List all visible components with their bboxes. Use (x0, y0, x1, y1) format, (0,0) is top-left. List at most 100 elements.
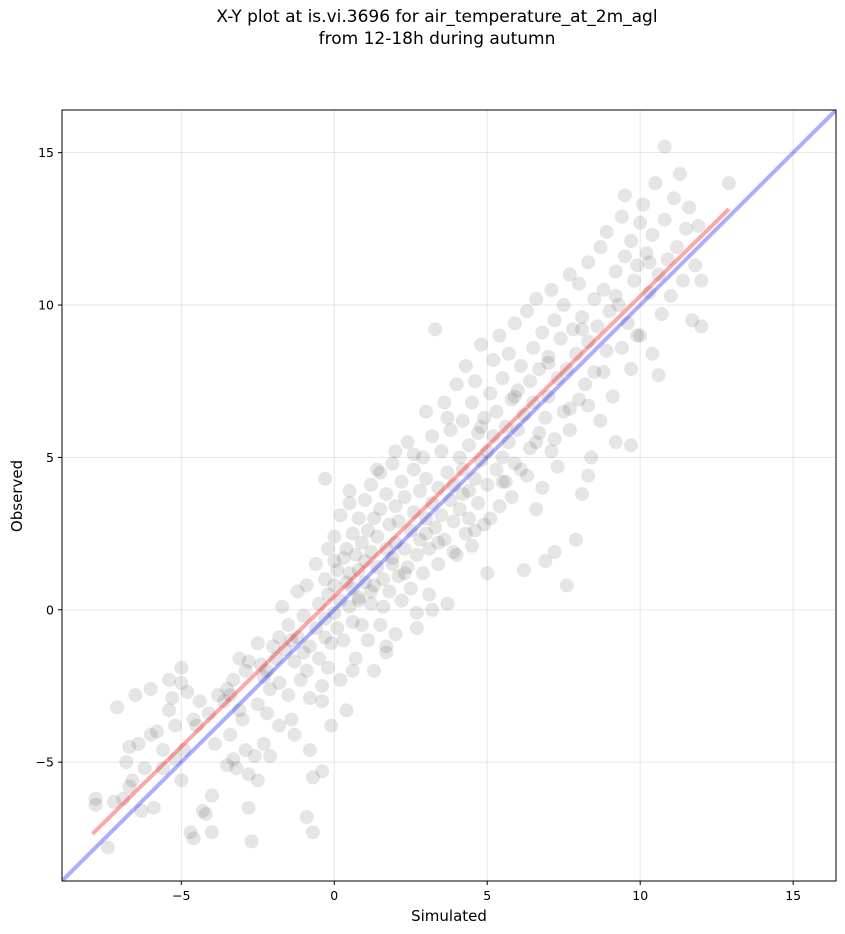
data-point (275, 599, 290, 614)
data-point (538, 410, 553, 425)
data-point (422, 587, 437, 602)
data-point (556, 404, 571, 419)
data-point (406, 462, 421, 477)
data-point (498, 419, 513, 434)
data-point (464, 395, 479, 410)
data-point (204, 788, 219, 803)
data-point (339, 575, 354, 590)
data-point (360, 633, 375, 648)
data-point (284, 712, 299, 727)
data-point (608, 264, 623, 279)
data-point (657, 212, 672, 227)
data-point (397, 541, 412, 556)
data-point (495, 371, 510, 386)
data-point (520, 468, 535, 483)
data-point (489, 404, 504, 419)
data-point (575, 486, 590, 501)
data-point (452, 450, 467, 465)
data-point (461, 511, 476, 526)
data-point (587, 365, 602, 380)
data-point (437, 532, 452, 547)
data-point (247, 749, 262, 764)
data-point (382, 584, 397, 599)
data-point (339, 541, 354, 556)
data-point (125, 773, 140, 788)
data-point (483, 386, 498, 401)
data-point (440, 465, 455, 480)
data-point (155, 761, 170, 776)
data-point (425, 496, 440, 511)
data-point (694, 319, 709, 334)
data-point (568, 532, 583, 547)
data-point (492, 328, 507, 343)
data-point (679, 221, 694, 236)
x-tick-label: 15 (785, 888, 801, 903)
data-point (654, 307, 669, 322)
data-point (122, 739, 137, 754)
data-point (318, 630, 333, 645)
data-point (541, 389, 556, 404)
data-point (461, 438, 476, 453)
data-point (415, 450, 430, 465)
data-point (379, 645, 394, 660)
data-point (385, 456, 400, 471)
data-point (428, 322, 443, 337)
data-point (471, 426, 486, 441)
data-point (596, 282, 611, 297)
data-point (259, 663, 274, 678)
data-point (162, 703, 177, 718)
data-point (348, 547, 363, 562)
data-point (669, 240, 684, 255)
data-point (315, 678, 330, 693)
data-point (250, 636, 265, 651)
data-point (238, 742, 253, 757)
data-point (553, 331, 568, 346)
data-point (299, 810, 314, 825)
data-point (575, 322, 590, 337)
data-point (446, 514, 461, 529)
data-point (428, 520, 443, 535)
data-point (624, 234, 639, 249)
data-point (143, 727, 158, 742)
data-point (688, 258, 703, 273)
data-point (419, 404, 434, 419)
y-axis-ticks: −5 0 5 10 15 (36, 145, 62, 770)
data-point (535, 480, 550, 495)
data-point (486, 352, 501, 367)
data-point (250, 773, 265, 788)
data-point (134, 803, 149, 818)
data-point (630, 328, 645, 343)
data-point (608, 435, 623, 450)
data-point (419, 511, 434, 526)
data-point (620, 316, 635, 331)
data-point (345, 614, 360, 629)
data-point (572, 276, 587, 291)
data-point (223, 688, 238, 703)
data-point (529, 291, 544, 306)
data-point (131, 736, 146, 751)
data-point (241, 767, 256, 782)
data-point (354, 618, 369, 633)
data-point (593, 240, 608, 255)
data-point (351, 563, 366, 578)
data-point (431, 557, 446, 572)
data-point (617, 188, 632, 203)
data-point (336, 633, 351, 648)
data-point (293, 672, 308, 687)
data-point (507, 389, 522, 404)
data-point (532, 362, 547, 377)
data-point (550, 371, 565, 386)
chart-title: X-Y plot at is.vi.3696 for air_temperatu… (216, 7, 658, 49)
data-point (461, 483, 476, 498)
data-point (302, 742, 317, 757)
x-tick-label: 10 (632, 888, 648, 903)
data-point (299, 578, 314, 593)
data-point (379, 639, 394, 654)
data-point (464, 538, 479, 553)
y-tick-label: −5 (36, 755, 54, 770)
data-point (351, 511, 366, 526)
data-point (648, 176, 663, 191)
data-point (440, 410, 455, 425)
data-point (302, 639, 317, 654)
data-point (174, 773, 189, 788)
